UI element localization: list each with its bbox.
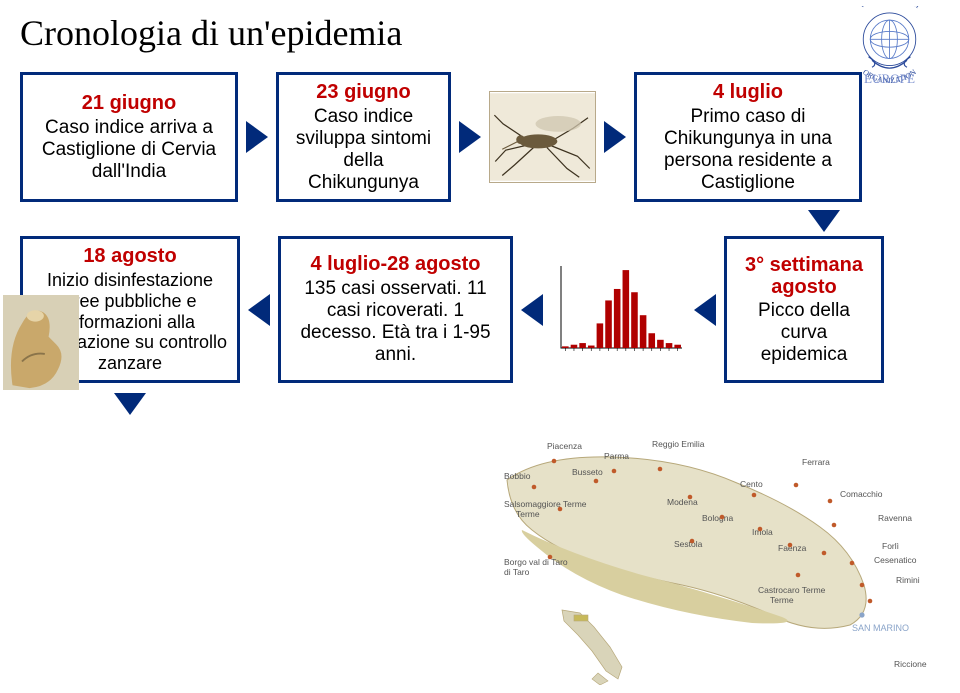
- svg-text:Castrocaro Terme: Castrocaro Terme: [758, 585, 826, 595]
- svg-text:Ravenna: Ravenna: [878, 513, 912, 523]
- box-head: 23 giugno: [287, 81, 440, 104]
- who-europe-logo: WORLD HEALTH ORGANIZATION EUROPE: [837, 6, 942, 87]
- emilia-romagna-map: Piacenza Reggio Emilia Parma Ferrara Bobbio B…: [502, 435, 942, 685]
- svg-text:Rimini: Rimini: [896, 575, 920, 585]
- svg-text:Bobbio: Bobbio: [504, 471, 531, 481]
- svg-text:Bologna: Bologna: [702, 513, 733, 523]
- timeline-row-1: 21 giugno Caso indice arriva a Castiglio…: [20, 72, 940, 202]
- svg-text:SAN MARINO: SAN MARINO: [852, 623, 909, 633]
- arrow-right-icon: [246, 121, 268, 153]
- who-region: EUROPE: [864, 71, 915, 86]
- box-21-giugno: 21 giugno Caso indice arriva a Castiglio…: [20, 72, 238, 202]
- box-body: Caso indice arriva a Castiglione di Cerv…: [31, 117, 227, 183]
- svg-text:Sestola: Sestola: [674, 539, 703, 549]
- svg-text:Borgo val di Taro: Borgo val di Taro: [504, 557, 568, 567]
- box-body: Primo caso di Chikungunya in una persona…: [645, 106, 851, 193]
- svg-text:Busseto: Busseto: [572, 467, 603, 477]
- box-body: 135 casi osservati. 11 casi ricoverati. …: [289, 278, 502, 365]
- arrow-down-icon: [808, 210, 840, 232]
- arrow-left-icon: [521, 294, 543, 326]
- svg-text:Cento: Cento: [740, 479, 763, 489]
- svg-text:Reggio Emilia: Reggio Emilia: [652, 439, 705, 449]
- arrow-left-icon: [694, 294, 716, 326]
- box-3-settimana: 3° settimana agosto Picco della curva ep…: [724, 236, 884, 382]
- svg-text:Ferrara: Ferrara: [802, 457, 830, 467]
- box-4-luglio: 4 luglio Primo caso di Chikungunya in un…: [634, 72, 862, 202]
- svg-text:Terme: Terme: [516, 509, 540, 519]
- arrow-down-icon: [114, 393, 146, 415]
- box-4lug-28ago: 4 luglio-28 agosto 135 casi osservati. 1…: [278, 236, 513, 382]
- box-body: Picco della curva epidemica: [735, 300, 873, 366]
- arrow-right-icon: [604, 121, 626, 153]
- svg-text:Cesenatico: Cesenatico: [874, 555, 917, 565]
- svg-text:Terme: Terme: [770, 595, 794, 605]
- svg-text:di Taro: di Taro: [504, 567, 530, 577]
- svg-text:Piacenza: Piacenza: [547, 441, 582, 451]
- box-head: 4 luglio-28 agosto: [289, 253, 502, 276]
- box-head: 18 agosto: [31, 245, 229, 268]
- svg-text:Parma: Parma: [604, 451, 629, 461]
- mosquito-image: [489, 91, 596, 183]
- svg-text:Faenza: Faenza: [778, 543, 807, 553]
- finger-image: [2, 295, 80, 390]
- epidemic-curve-chart: [551, 260, 686, 360]
- timeline-row-2: 18 agosto Inizio disinfestazione aree pu…: [20, 236, 940, 382]
- svg-text:Modena: Modena: [667, 497, 698, 507]
- box-head: 21 giugno: [31, 92, 227, 115]
- arrow-left-icon: [248, 294, 270, 326]
- svg-text:Imola: Imola: [752, 527, 773, 537]
- who-text-top: WORLD HEALTH: [857, 6, 922, 10]
- box-body: Caso indice sviluppa sintomi della Chiku…: [287, 106, 440, 193]
- svg-text:Forlì: Forlì: [882, 541, 899, 551]
- arrow-right-icon: [459, 121, 481, 153]
- svg-text:Salsomaggiore Terme: Salsomaggiore Terme: [504, 499, 587, 509]
- svg-text:WORLD HEALTH: WORLD HEALTH: [857, 6, 922, 10]
- box-head: 3° settimana agosto: [735, 254, 873, 298]
- slide-title: Cronologia di un'epidemia: [20, 12, 940, 54]
- box-23-giugno: 23 giugno Caso indice sviluppa sintomi d…: [276, 72, 451, 202]
- svg-text:Riccione: Riccione: [894, 659, 927, 669]
- svg-text:Comacchio: Comacchio: [840, 489, 883, 499]
- box-head: 4 luglio: [645, 81, 851, 104]
